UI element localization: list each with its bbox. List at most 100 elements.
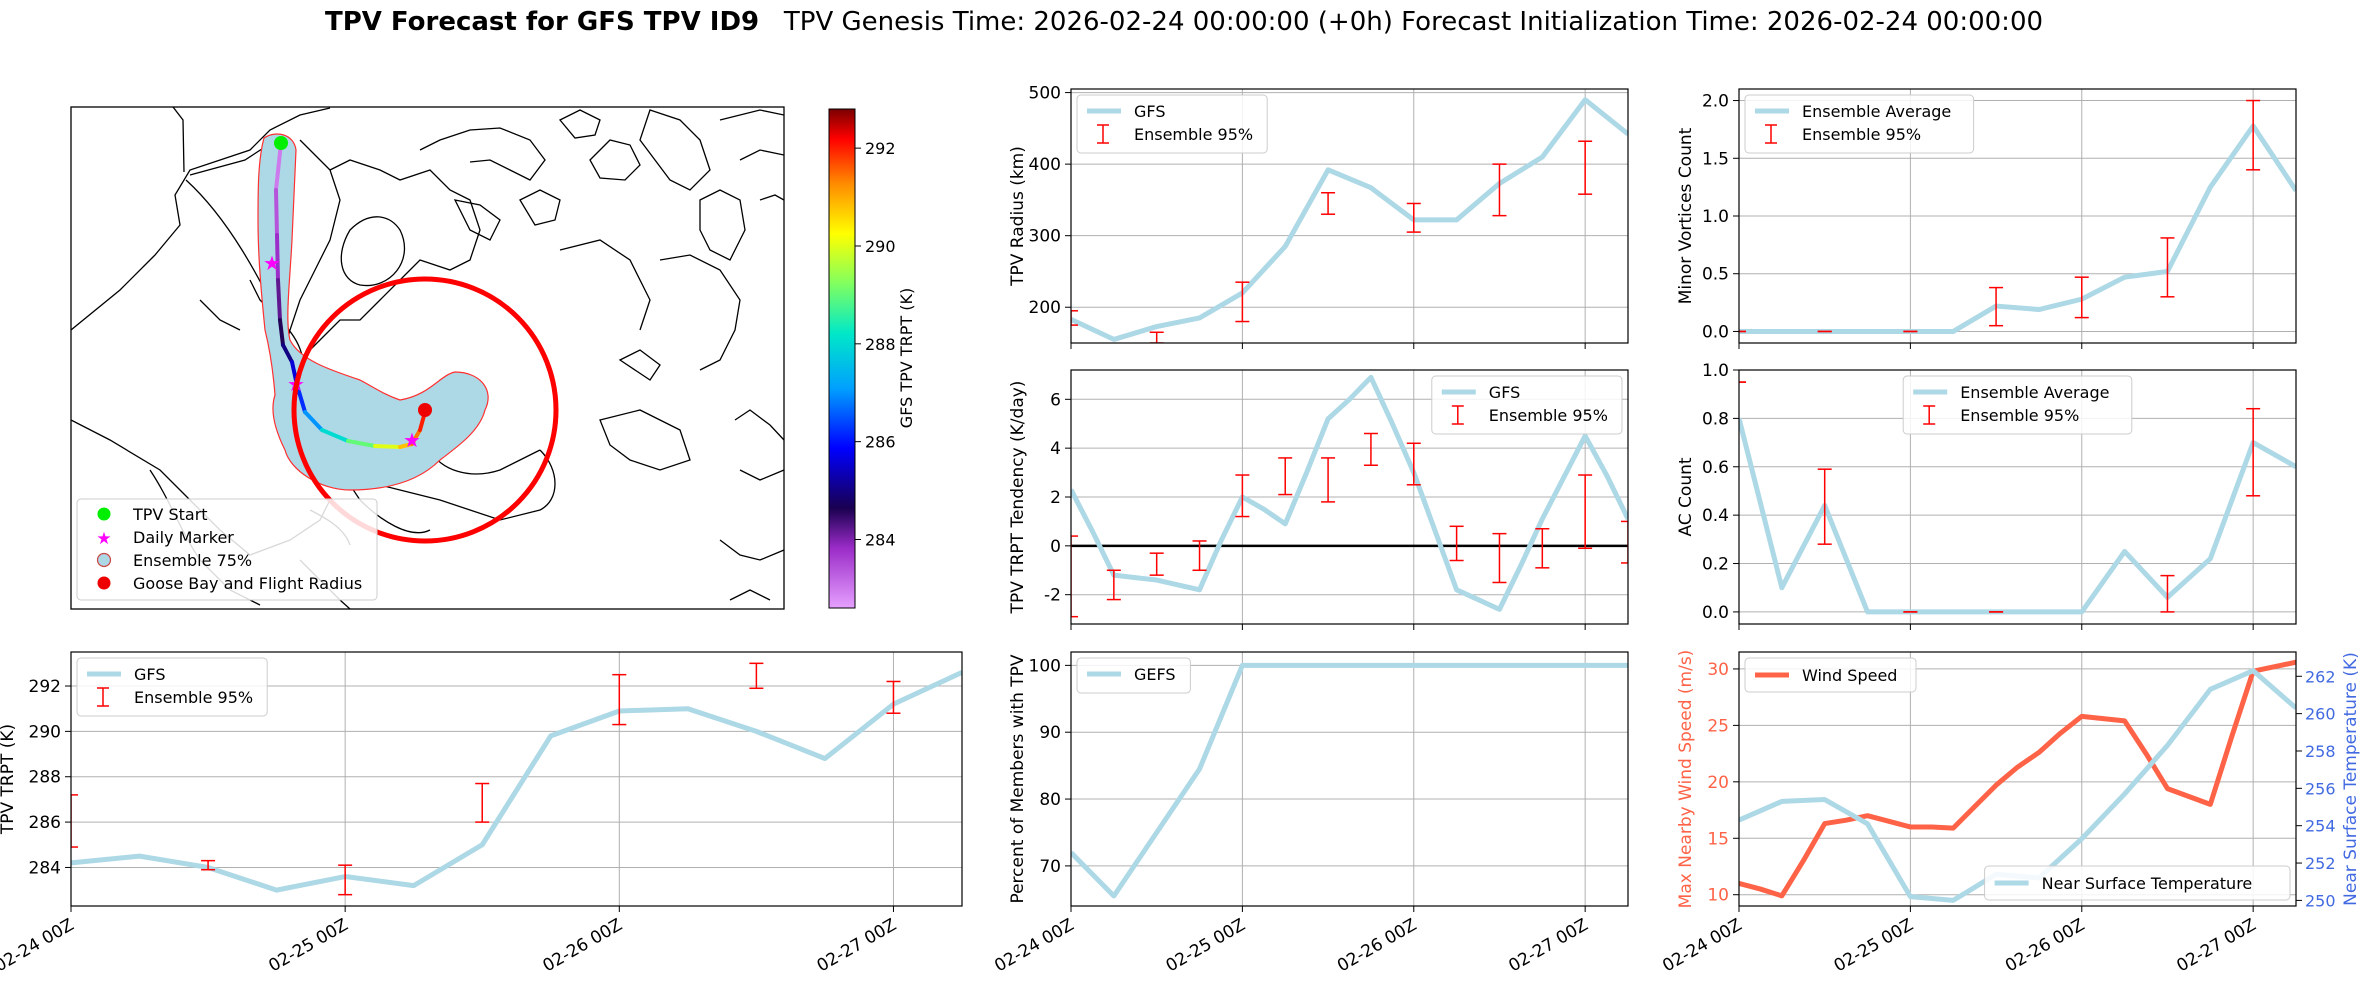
legend-box — [1744, 657, 1917, 693]
x-tick-label: 02-27 00Z — [814, 915, 900, 976]
y-right-tick-label: 262 — [2305, 667, 2336, 686]
errorbar — [1235, 281, 1250, 323]
y-right-tick-label: 254 — [2305, 817, 2336, 836]
errorbar — [1406, 202, 1421, 233]
axes-frame — [1070, 651, 1629, 907]
axes-frame — [70, 651, 963, 907]
y-tick-label: 2.0 — [1702, 92, 1729, 112]
errorbar — [1071, 310, 1078, 326]
legend-goose-icon — [97, 576, 111, 590]
chart-legend: Ensemble Average Ensemble 95% — [1902, 375, 2133, 435]
errorbar — [1817, 468, 1832, 545]
y-right-tick-label: 250 — [2305, 891, 2336, 910]
legend-label: Ensemble 95% — [1960, 406, 2079, 425]
y-tick-label: 1.5 — [1702, 149, 1729, 169]
series-line-gfs — [1071, 374, 1628, 612]
map-legend-3: Goose Bay and Flight Radius — [133, 574, 362, 593]
track-segment — [281, 343, 294, 364]
axes-frame — [1738, 369, 2297, 625]
colorbar-tick-label: 292 — [865, 139, 896, 158]
track-segment — [398, 442, 414, 449]
errorbar — [1235, 474, 1250, 518]
chart-legend: GFS Ensemble 95% — [1431, 375, 1623, 435]
x-tick-label: 02-27 00Z — [2173, 915, 2259, 976]
y-axis-label: Max Nearby Wind Speed (m/s) — [1676, 650, 1696, 909]
y-tick-label: 10 — [1707, 886, 1729, 906]
map-legend-2: Ensemble 75% — [133, 551, 252, 570]
x-tick-label: 02-25 00Z — [1163, 915, 1249, 976]
errorbar — [1149, 331, 1164, 343]
legend-label: Ensemble 95% — [1489, 406, 1608, 425]
series-line-ensemble-average — [1739, 417, 2296, 615]
y-tick-label: 4 — [1050, 439, 1061, 459]
chart-legend: Wind Speed Near Surface Temperature — [1744, 657, 2291, 901]
y-tick-label: 0 — [1050, 537, 1061, 557]
tpv-start-marker — [274, 136, 288, 150]
y-tick-label: 80 — [1039, 790, 1061, 810]
y-right-tick-label: 260 — [2305, 705, 2336, 724]
errorbar — [1321, 457, 1336, 503]
track-segment — [320, 428, 350, 443]
series-line-ensemble-average — [1739, 123, 2296, 334]
errorbar — [1535, 528, 1550, 569]
colorbar-ticks: 284 286 288 290 292 — [855, 139, 896, 550]
y-tick-label: 0.0 — [1702, 603, 1729, 623]
y-tick-label: 15 — [1707, 829, 1729, 849]
x-tick-label: 02-24 00Z — [1659, 915, 1745, 976]
series-group — [71, 662, 962, 896]
x-tick-label: 02-27 00Z — [1505, 915, 1591, 976]
y-tick-label: 30 — [1707, 660, 1729, 680]
errorbar — [1321, 191, 1336, 215]
legend-ensemble-icon — [96, 552, 112, 568]
y-axis-label: AC Count — [1676, 457, 1696, 536]
legend-label: Ensemble Average — [1802, 102, 1951, 121]
track-segment — [274, 188, 279, 237]
y-tick-label: 300 — [1029, 227, 1061, 247]
errorbar — [2160, 574, 2175, 613]
chart-ac: 0.0 0.2 0.4 0.6 0.8 1.0 AC Count Ensemble Avera… — [1676, 361, 2297, 630]
y-axis-label: TPV TRPT (K) — [0, 724, 18, 835]
y-tick-label: 292 — [29, 677, 61, 697]
y-tick-label: 100 — [1029, 656, 1061, 676]
errorbar — [886, 680, 901, 714]
y-tick-label: 0.0 — [1702, 322, 1729, 342]
colorbar-tick-label: 286 — [865, 433, 896, 452]
x-tick-label: 02-24 00Z — [991, 915, 1077, 976]
map-legend: TPV Start ★ Daily Marker Ensemble 75% Go… — [76, 498, 378, 601]
y-tick-label: 200 — [1029, 298, 1061, 318]
legend-box — [1744, 94, 1975, 154]
errorbar — [1071, 535, 1078, 618]
y-tick-label: 0.5 — [1702, 265, 1729, 285]
series-line-gfs — [71, 670, 962, 893]
errorbar — [338, 864, 353, 896]
chart-legend: GEFS — [1076, 657, 1191, 694]
axes-frame — [1070, 88, 1629, 344]
legend-box — [1984, 865, 2291, 901]
legend-star-icon: ★ — [96, 529, 111, 549]
daily-marker-3: ★ — [403, 428, 421, 452]
errorbar — [2160, 237, 2175, 298]
legend-label: GEFS — [1134, 665, 1176, 684]
x-tick-label: 02-24 00Z — [0, 915, 78, 976]
x-tick-label: 02-26 00Z — [540, 915, 626, 976]
series-group — [1071, 97, 1628, 343]
errorbar — [749, 662, 764, 690]
y-right-tick-label: 258 — [2305, 742, 2336, 761]
y-tick-label: 20 — [1707, 773, 1729, 793]
errorbar — [1106, 569, 1121, 601]
series-group — [1071, 374, 1628, 618]
y-right-tick-label: 256 — [2305, 779, 2336, 798]
map-panel: ★ ★ ★ TPV Start ★ Daily Marker Ensemble … — [70, 106, 916, 610]
series-line-gefs — [1071, 662, 1628, 899]
errorbar — [475, 782, 490, 823]
track-segment — [303, 410, 324, 432]
legend-box — [76, 657, 268, 717]
errorbar — [1192, 540, 1207, 572]
ensemble-75-swath — [257, 133, 489, 491]
y-right-axis-label: Near Surface Temperature (K) — [2341, 652, 2361, 906]
y-tick-label: 0.6 — [1702, 458, 1729, 478]
x-tick-label: 02-26 00Z — [2002, 915, 2088, 976]
tpv-track — [274, 141, 427, 449]
y-tick-label: 90 — [1039, 723, 1061, 743]
legend-label: Ensemble 95% — [134, 688, 253, 707]
